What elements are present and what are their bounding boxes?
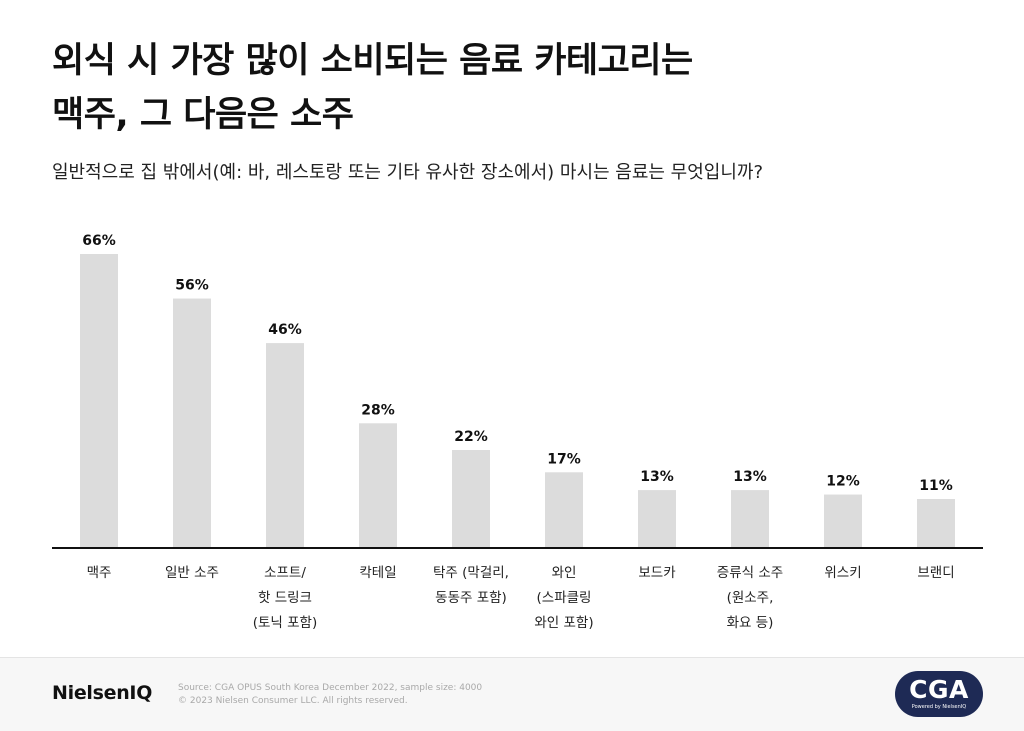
page-title: 외식 시 가장 많이 소비되는 음료 카테고리는 맥주, 그 다음은 소주	[52, 34, 992, 142]
value-label-10: 11%	[919, 478, 953, 494]
cga-logo-text: CGA	[909, 675, 969, 704]
bar-1	[80, 254, 118, 548]
bar-7	[638, 490, 676, 548]
category-label-2: 일반 소주	[165, 565, 219, 581]
value-label-6: 17%	[547, 451, 581, 467]
title-line-2: 맥주, 그 다음은 소주	[52, 95, 354, 135]
category-label-9: 위스키	[824, 565, 861, 581]
bar-3	[266, 343, 304, 548]
source-text: Source: CGA OPUS South Korea December 20…	[178, 683, 483, 693]
source-note: Source: CGA OPUS South Korea December 20…	[178, 682, 482, 708]
category-label-7: 보드카	[638, 565, 675, 581]
copyright-text: © 2023 Nielsen Consumer LLC. All rights …	[178, 696, 408, 706]
bar-5	[452, 450, 490, 548]
cga-logo: CGA Powered by NielsenIQ	[895, 671, 983, 717]
category-label-8: 증류식 소주 (원소주, 화요 등)	[717, 565, 783, 631]
category-label-5: 탁주 (막걸리, 동동주 포함)	[433, 565, 509, 606]
value-label-1: 66%	[82, 233, 116, 249]
value-label-3: 46%	[268, 322, 302, 338]
footer: NielsenIQ Source: CGA OPUS South Korea D…	[0, 658, 1024, 731]
value-label-8: 13%	[733, 469, 767, 485]
bar-2	[173, 298, 211, 548]
value-label-7: 13%	[640, 469, 674, 485]
bar-chart: 66% 맥주 56% 일반 소주 46% 소프트/핫 드링크 (토닉 포함) 28% 칵테일 22…	[52, 233, 983, 631]
nielseniq-logo: NielsenIQ	[52, 682, 153, 704]
bar-8	[731, 490, 769, 548]
value-label-5: 22%	[454, 429, 488, 445]
value-label-9: 12%	[826, 474, 860, 490]
survey-question: 일반적으로 집 밖에서(예: 바, 레스토랑 또는 기타 유사한 장소에서) 마…	[52, 162, 764, 183]
title-line-1: 외식 시 가장 많이 소비되는 음료 카테고리는	[52, 41, 693, 81]
footer-divider	[0, 657, 1024, 658]
category-label-10: 브랜디	[917, 565, 954, 581]
category-label-1: 맥주	[87, 565, 112, 581]
bar-9	[824, 494, 862, 548]
category-label-3: 소프트/핫 드링크 (토닉 포함)	[253, 565, 318, 631]
bar-4	[359, 423, 397, 548]
value-label-4: 28%	[361, 402, 395, 418]
bar-10	[917, 499, 955, 548]
value-label-2: 56%	[175, 278, 209, 294]
category-label-6: 와인 (스파클링 와인 포함)	[534, 565, 593, 631]
cga-logo-subtext: Powered by NielsenIQ	[911, 704, 967, 710]
bar-6	[545, 472, 583, 548]
category-label-4: 칵테일	[359, 565, 396, 581]
